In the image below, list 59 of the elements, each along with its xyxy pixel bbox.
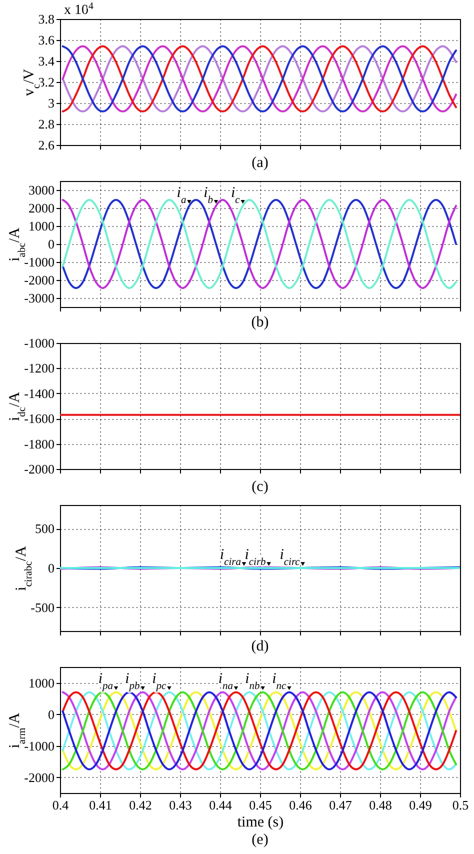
y-tick-label: -1200 <box>24 360 54 376</box>
x-tick-label: 0.5 <box>452 798 469 812</box>
x-tick-label: 0.42 <box>129 798 152 812</box>
text: (c) <box>252 479 268 495</box>
y-tick-label: 2.6 <box>38 138 55 152</box>
y-tick-label: 1000 <box>28 218 54 234</box>
text: (a) <box>252 155 268 171</box>
y-tick-label: 3.8 <box>38 12 54 26</box>
annotation: i$_{b}$ <box>204 184 213 206</box>
y-tick-label: 0 <box>48 236 54 252</box>
y-tick-label: -1400 <box>24 386 54 401</box>
annotation: i$_{c}$ <box>230 184 240 206</box>
y-tick-label: 3.4 <box>38 54 55 68</box>
y-tick-label: 0 <box>48 706 54 722</box>
y-tick-label: -1800 <box>24 436 54 452</box>
y-tick-label: -1000 <box>24 336 54 350</box>
line-series <box>62 45 457 112</box>
annotation: i$_{cirb}$ <box>244 547 266 568</box>
y-tick-label: 0 <box>48 560 54 576</box>
annotation: i$_{a}$ <box>176 184 186 206</box>
text: (e) <box>252 832 268 848</box>
x-tick-label: 0.45 <box>249 798 272 812</box>
annotation: i$_{circ}$ <box>280 547 300 568</box>
y-tick-label: -500 <box>30 600 54 615</box>
annotation: i$_{nc}$ <box>272 671 287 692</box>
y-tick-label: -2000 <box>24 462 54 476</box>
annotation: i$_{pb}$ <box>125 671 140 692</box>
x-tick-label: 0.41 <box>89 798 112 812</box>
line-series <box>62 691 457 770</box>
y-tick-label: -1000 <box>24 738 54 754</box>
annotation: i$_{nb}$ <box>245 671 260 692</box>
text: x 10$^{4}$ <box>64 0 94 18</box>
annotation: i$_{na}$ <box>218 671 233 692</box>
y-tick-label: 2.8 <box>38 116 54 132</box>
annotation: i$_{pc}$ <box>152 671 167 692</box>
x-axis-title: time (s) <box>237 814 284 830</box>
y-tick-label: 3.6 <box>38 32 55 48</box>
x-tick-label: 0.49 <box>409 798 432 812</box>
x-tick-label: 0.4 <box>52 798 70 812</box>
y-tick-label: 3 <box>48 96 54 110</box>
y-tick-label: 3000 <box>28 182 54 198</box>
y-tick-label: -1600 <box>24 411 54 426</box>
annotation: i$_{pa}$ <box>98 671 113 692</box>
y-tick-label: 500 <box>35 521 54 536</box>
y-tick-label: -3000 <box>24 290 54 306</box>
x-tick-label: 0.48 <box>369 798 392 812</box>
annotation: i$_{cira}$ <box>220 547 241 568</box>
y-tick-label: 3.2 <box>38 74 54 90</box>
x-tick-label: 0.47 <box>329 798 352 812</box>
x-tick-label: 0.44 <box>209 798 232 812</box>
text: (d) <box>251 638 269 654</box>
y-tick-label: -2000 <box>24 272 54 288</box>
x-tick-label: 0.46 <box>289 798 312 812</box>
y-tick-label: -2000 <box>24 770 54 785</box>
text: (b) <box>251 314 269 330</box>
y-tick-label: 1000 <box>28 675 54 690</box>
y-tick-label: -1000 <box>24 254 54 270</box>
y-tick-label: 2000 <box>28 200 54 216</box>
x-tick-label: 0.43 <box>169 798 192 812</box>
